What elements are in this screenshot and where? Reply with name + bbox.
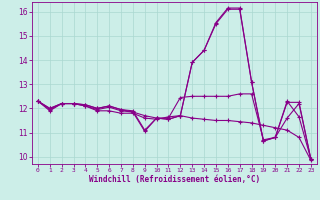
X-axis label: Windchill (Refroidissement éolien,°C): Windchill (Refroidissement éolien,°C) (89, 175, 260, 184)
